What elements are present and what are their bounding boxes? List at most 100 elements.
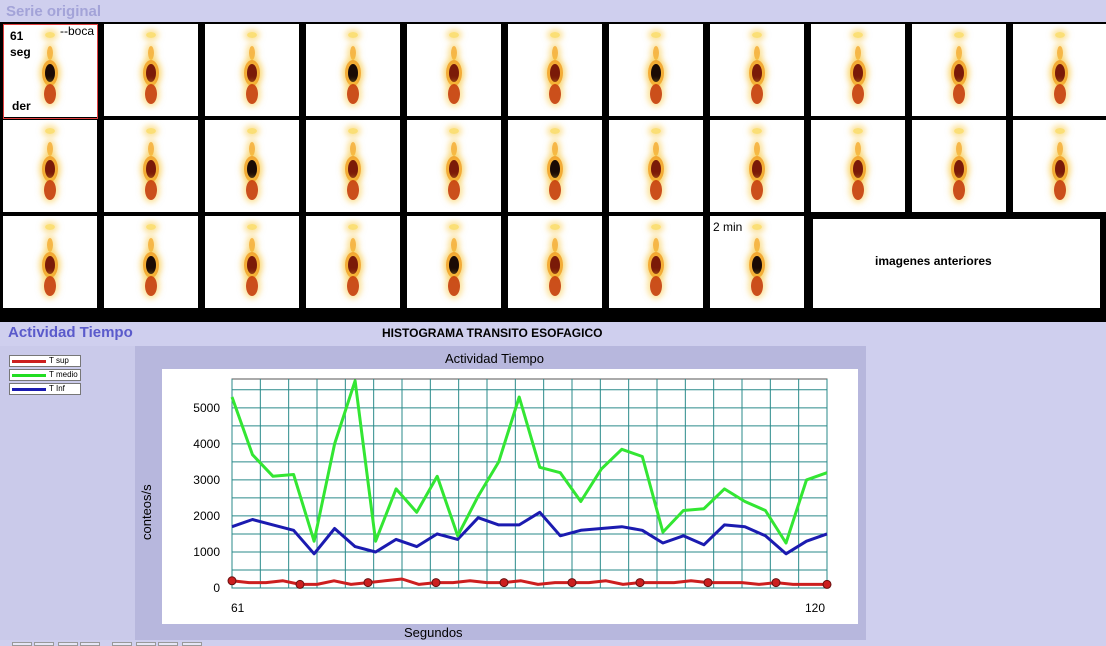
scan-frame[interactable] [609, 216, 703, 308]
uptake-spot [148, 142, 154, 156]
data-point-marker [567, 578, 577, 588]
bottom-tab[interactable] [112, 642, 132, 646]
data-point-marker [431, 578, 441, 588]
legend-label: T medio [49, 370, 78, 379]
uptake-spot [1055, 64, 1065, 82]
scan-frame[interactable] [306, 24, 400, 116]
scan-frame[interactable] [811, 120, 905, 212]
scan-frame[interactable] [912, 120, 1006, 212]
bottom-tab[interactable] [58, 642, 78, 646]
uptake-spot [146, 256, 156, 274]
uptake-spot [247, 224, 257, 230]
legend-item-t-inf[interactable]: T Inf [9, 383, 81, 395]
uptake-spot [752, 160, 762, 178]
scan-frame[interactable] [306, 216, 400, 308]
bottom-tab[interactable] [136, 642, 156, 646]
uptake-spot [954, 160, 964, 178]
uptake-spot [145, 84, 157, 104]
scan-frame[interactable] [609, 120, 703, 212]
bottom-tab[interactable] [158, 642, 178, 646]
scan-frame[interactable] [3, 120, 97, 212]
scan-frame[interactable] [205, 24, 299, 116]
two-min-label: 2 min [713, 220, 743, 234]
scan-frame[interactable] [710, 24, 804, 116]
scan-frame[interactable] [1013, 120, 1106, 212]
uptake-spot [146, 160, 156, 178]
scan-frame[interactable] [104, 24, 198, 116]
uptake-spot [953, 84, 965, 104]
info-side: der [12, 99, 31, 113]
uptake-spot [347, 180, 359, 200]
uptake-spot [348, 32, 358, 38]
scan-frame[interactable] [710, 120, 804, 212]
scan-frame[interactable] [609, 24, 703, 116]
uptake-spot [449, 32, 459, 38]
legend-item-t-sup[interactable]: T sup [9, 355, 81, 367]
uptake-spot [751, 180, 763, 200]
scan-frame[interactable] [104, 216, 198, 308]
uptake-spot [752, 64, 762, 82]
scan-frame[interactable] [205, 216, 299, 308]
scan-frame[interactable] [306, 120, 400, 212]
scan-frame[interactable] [811, 24, 905, 116]
uptake-spot [752, 32, 762, 38]
bottom-tab[interactable] [12, 642, 32, 646]
uptake-spot [448, 84, 460, 104]
uptake-spot [1054, 84, 1066, 104]
uptake-spot [956, 142, 962, 156]
uptake-spot [853, 128, 863, 134]
bottom-tab-strip [0, 640, 1106, 646]
selected-frame-box[interactable] [3, 24, 98, 119]
uptake-spot [246, 84, 258, 104]
uptake-spot [347, 84, 359, 104]
scan-frame[interactable] [508, 120, 602, 212]
uptake-spot [350, 238, 356, 252]
uptake-spot [1057, 142, 1063, 156]
uptake-spot [550, 224, 560, 230]
data-point-marker [703, 578, 713, 588]
chart-title: Actividad Tiempo [445, 351, 544, 366]
uptake-spot [852, 180, 864, 200]
scan-frame[interactable] [407, 120, 501, 212]
scan-frame[interactable] [3, 24, 97, 117]
uptake-spot [449, 160, 459, 178]
scan-frame[interactable] [205, 120, 299, 212]
series-line-t-inf [231, 510, 828, 556]
uptake-spot [247, 128, 257, 134]
legend-item-t-medio[interactable]: T medio [9, 369, 81, 381]
series-title: Serie original [6, 3, 102, 20]
uptake-spot [754, 142, 760, 156]
uptake-spot [752, 128, 762, 134]
y-axis-label: conteos/s [139, 484, 154, 540]
y-tick-label: 1000 [193, 544, 220, 559]
uptake-spot [247, 160, 257, 178]
scan-frame[interactable] [104, 120, 198, 212]
bottom-tab[interactable] [80, 642, 100, 646]
bottom-tab[interactable] [182, 642, 202, 646]
scan-frame[interactable] [912, 24, 1006, 116]
series-line-t-sup [231, 577, 827, 586]
bottom-tab[interactable] [34, 642, 54, 646]
y-tick-label: 4000 [193, 436, 220, 451]
scan-frame[interactable] [407, 216, 501, 308]
scan-frame[interactable] [1013, 24, 1106, 116]
legend-swatch [12, 388, 46, 391]
data-point-marker [635, 578, 645, 588]
chart-legend: T sup T medio T Inf [9, 355, 81, 396]
scan-frame[interactable] [710, 216, 804, 308]
scan-frame[interactable] [3, 216, 97, 308]
x-tick-last: 120 [805, 601, 826, 615]
scan-frame[interactable] [508, 24, 602, 116]
uptake-spot [348, 256, 358, 274]
uptake-spot [549, 180, 561, 200]
scan-frame[interactable] [508, 216, 602, 308]
info-unit: seg [10, 45, 31, 59]
uptake-spot [246, 180, 258, 200]
uptake-spot [653, 46, 659, 60]
uptake-spot [954, 64, 964, 82]
scan-frame[interactable] [407, 24, 501, 116]
previous-images-button[interactable] [813, 219, 1100, 308]
plot-background [231, 378, 828, 589]
legend-swatch [12, 374, 46, 377]
uptake-spot [45, 224, 55, 230]
